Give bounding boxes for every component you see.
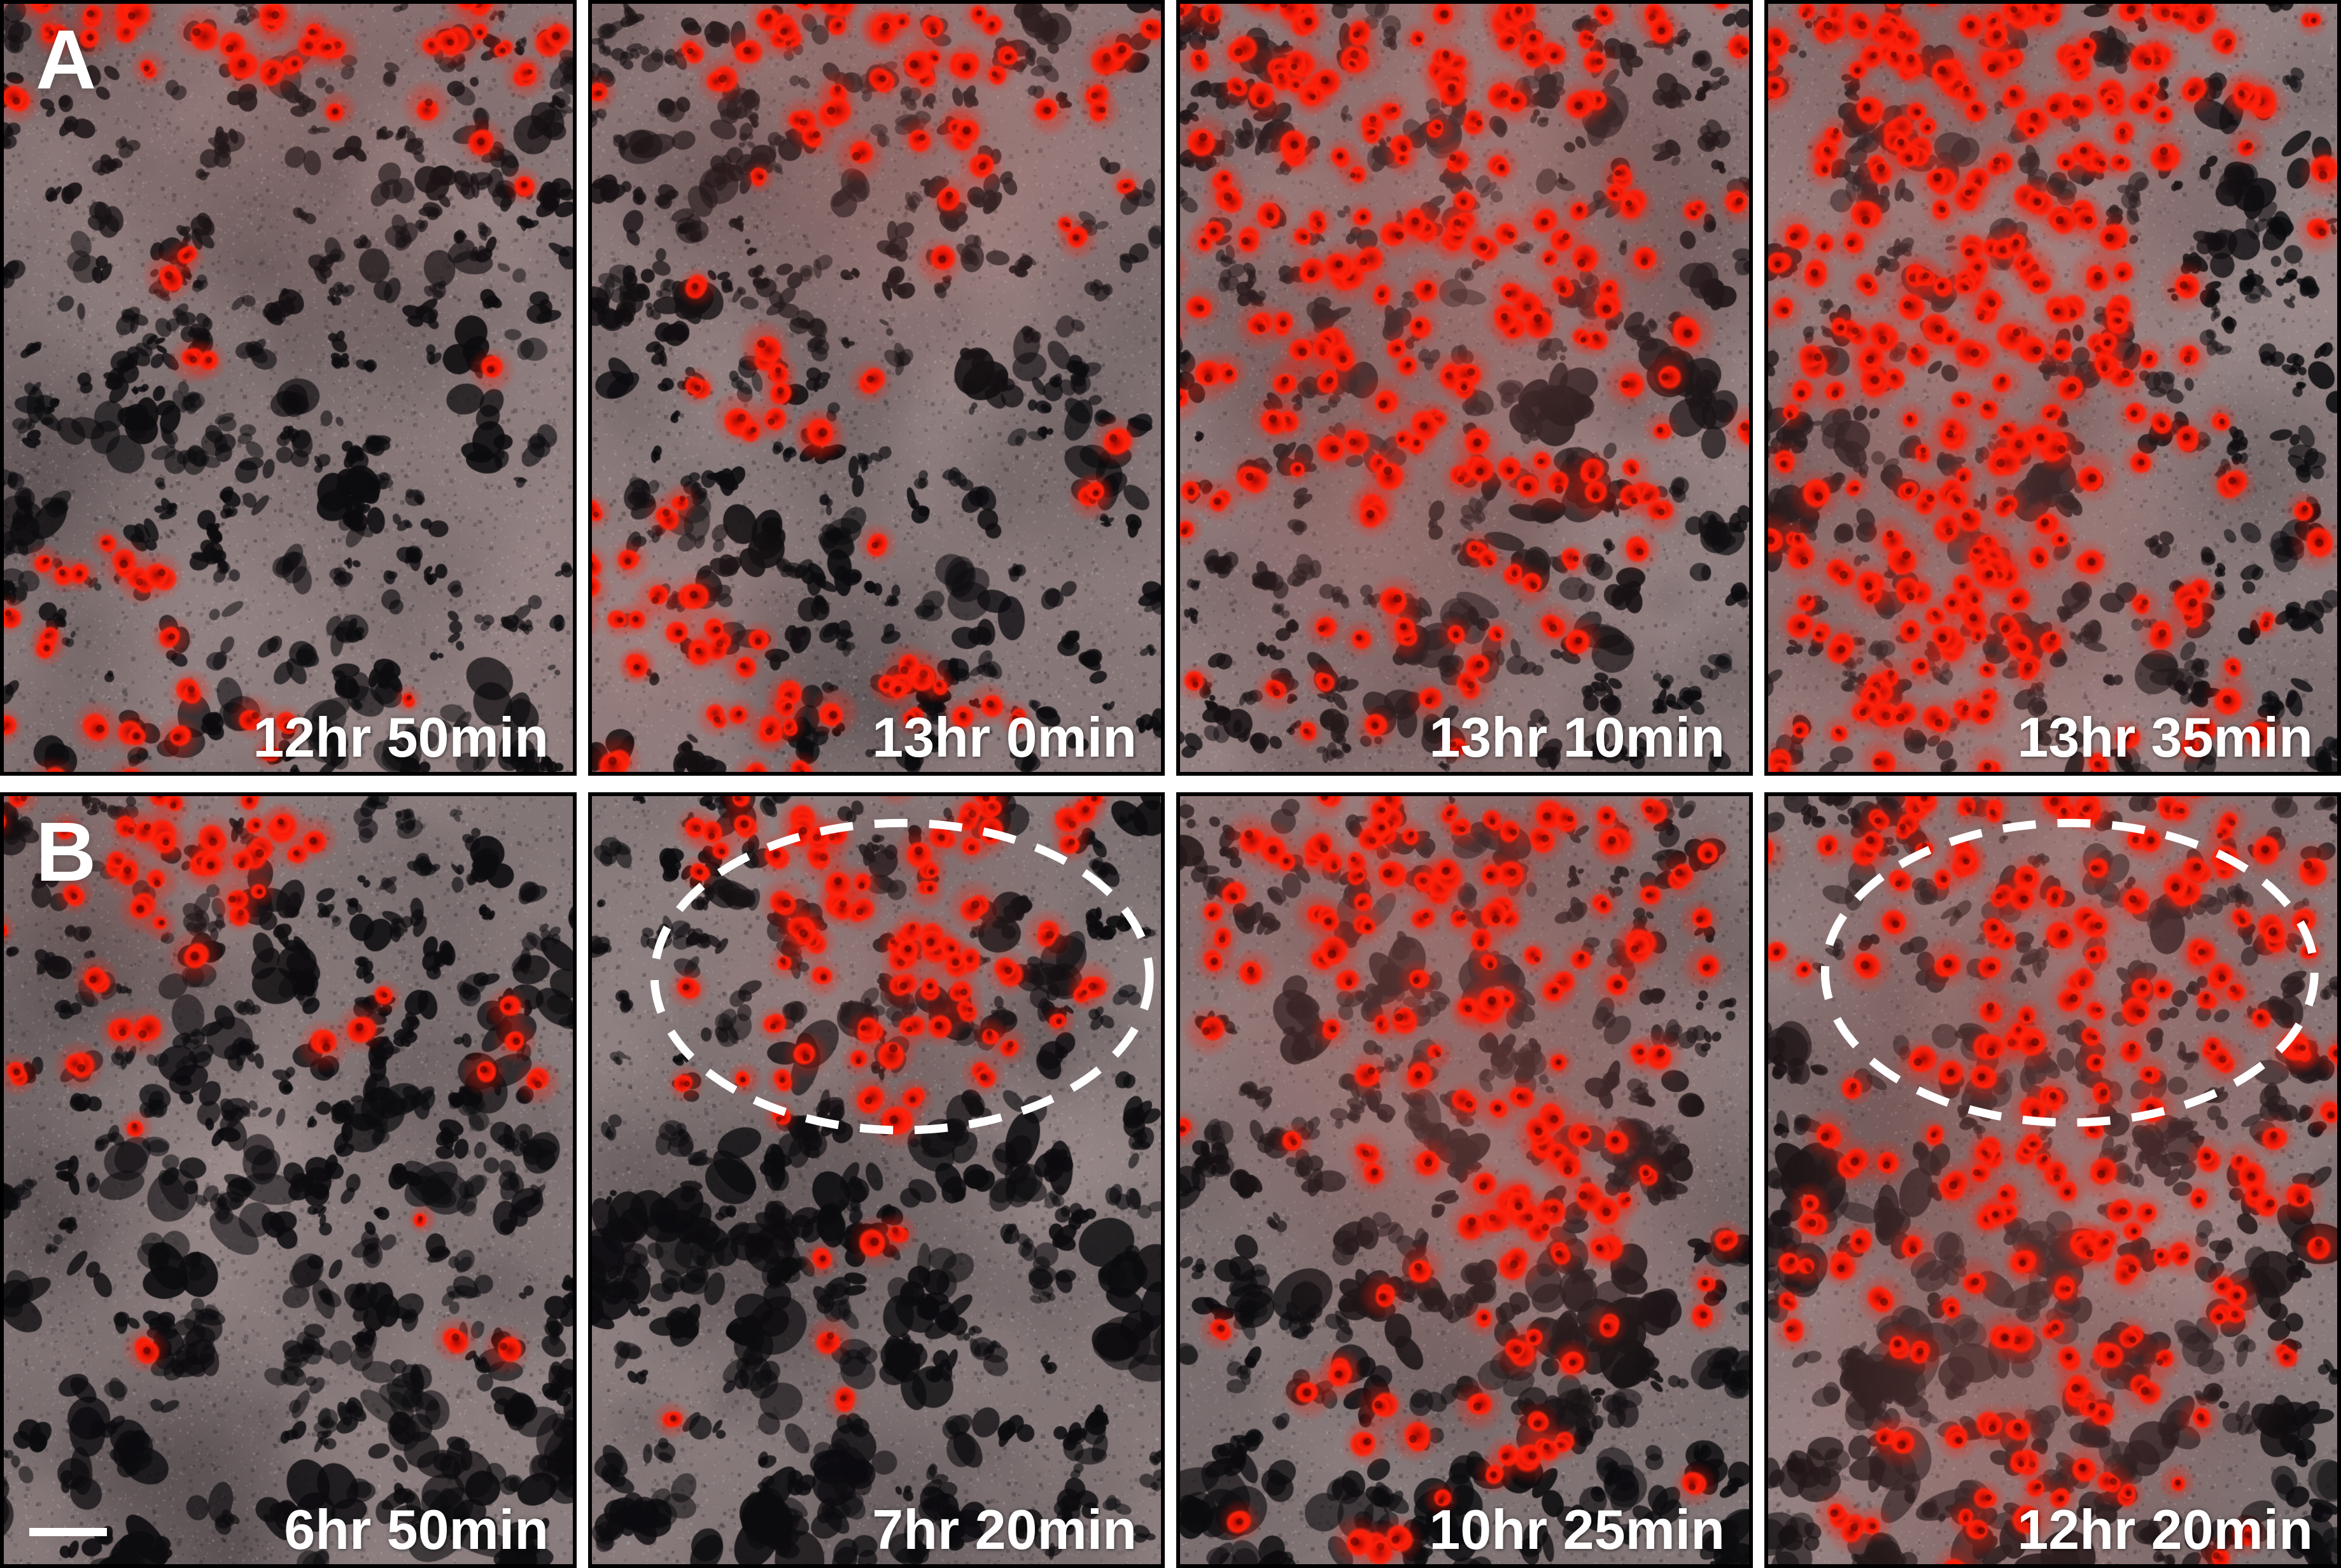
micrograph-panel-a3: 13hr 10min: [1176, 0, 1753, 776]
row-label-b: B: [36, 805, 97, 899]
micrograph-panel-b4: 12hr 20min: [1764, 792, 2341, 1568]
micrograph-canvas-b1: [4, 796, 573, 1564]
micrograph-panel-b2: 7hr 20min: [588, 792, 1165, 1568]
row-label-a: A: [36, 13, 97, 106]
scale-bar: [29, 1528, 107, 1536]
timestamp-label-b1: 6hr 50min: [284, 1498, 549, 1561]
timestamp-label-b2: 7hr 20min: [872, 1498, 1137, 1561]
micrograph-panel-b3: 10hr 25min: [1176, 792, 1753, 1568]
timestamp-label-b3: 10hr 25min: [1429, 1498, 1725, 1561]
timestamp-label-a3: 13hr 10min: [1429, 706, 1725, 769]
micrograph-panel-a2: 13hr 0min: [588, 0, 1165, 776]
timestamp-label-b4: 12hr 20min: [2017, 1498, 2313, 1561]
micrograph-panel-a1: A 12hr 50min: [0, 0, 577, 776]
micrograph-canvas-b2: [592, 796, 1161, 1564]
micrograph-canvas-b4: [1768, 796, 2337, 1564]
micrograph-panel-b1: B 6hr 50min: [0, 792, 577, 1568]
micrograph-canvas-a2: [592, 4, 1161, 772]
timestamp-label-a1: 12hr 50min: [253, 706, 549, 769]
micrograph-canvas-b3: [1180, 796, 1749, 1564]
micrograph-canvas-a3: [1180, 4, 1749, 772]
micrograph-panel-a4: 13hr 35min: [1764, 0, 2341, 776]
micrograph-canvas-a4: [1768, 4, 2337, 772]
timestamp-label-a4: 13hr 35min: [2017, 706, 2313, 769]
micrograph-canvas-a1: [4, 4, 573, 772]
timestamp-label-a2: 13hr 0min: [872, 706, 1137, 769]
